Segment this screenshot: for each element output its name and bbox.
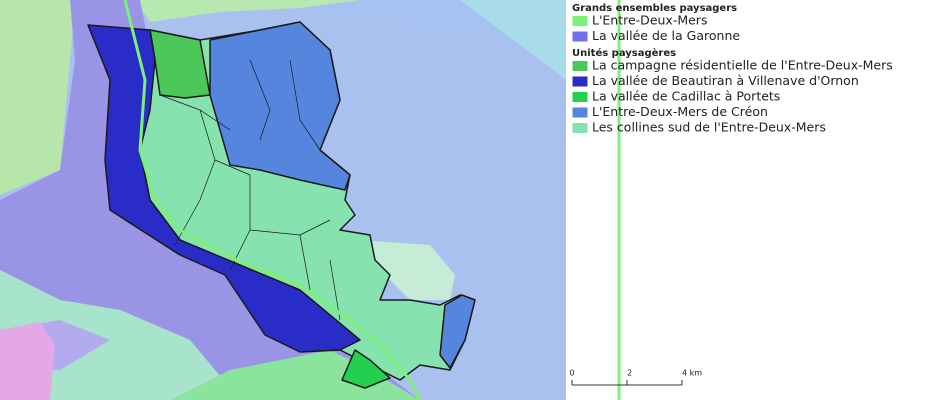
unit-cadillac <box>341 349 391 389</box>
legend-swatch <box>571 15 589 27</box>
unit-beautiran <box>87 24 361 353</box>
legend-label: La vallée de Beautiran à Villenave d'Orn… <box>592 73 859 88</box>
unit-creon <box>209 21 351 191</box>
legend-swatch <box>571 91 589 103</box>
region-garonne <box>0 0 420 400</box>
region-light <box>360 240 455 300</box>
legend-label: La vallée de Cadillac à Portets <box>592 89 780 104</box>
region-pink <box>0 322 55 400</box>
unit-creon <box>439 294 476 369</box>
scale-label: 2 <box>627 369 632 378</box>
legend-swatch <box>571 75 589 88</box>
legend-label: Les collines sud de l'Entre-Deux-Mers <box>592 120 826 135</box>
legend-label: La campagne résidentielle de l'Entre-Deu… <box>592 58 893 73</box>
scale-label: 4 km <box>682 369 702 378</box>
legend-swatch <box>571 122 589 134</box>
region-green <box>135 0 360 22</box>
entre-deux-mers-line <box>123 0 422 400</box>
commune-borders <box>159 59 341 321</box>
legend-label: La vallée de la Garonne <box>592 28 740 43</box>
legend-panel <box>566 0 936 400</box>
legend-heading: Grands ensembles paysagers <box>572 3 737 14</box>
scale-label: 0 <box>569 369 574 378</box>
legend-label: L'Entre-Deux-Mers de Créon <box>592 104 768 119</box>
scale-bar: 0 2 4 km <box>569 369 702 386</box>
region-green <box>170 350 420 400</box>
region-blue <box>135 0 566 60</box>
legend-swatch <box>571 60 589 72</box>
legend-swatch <box>571 30 589 43</box>
legend: Grands ensembles paysagersL'Entre-Deux-M… <box>571 3 893 135</box>
region-green <box>0 0 75 195</box>
region-teal <box>460 0 566 80</box>
legend-heading: Unités paysagères <box>572 47 676 59</box>
legend-label: L'Entre-Deux-Mers <box>592 13 707 28</box>
legend-swatch <box>571 106 589 119</box>
